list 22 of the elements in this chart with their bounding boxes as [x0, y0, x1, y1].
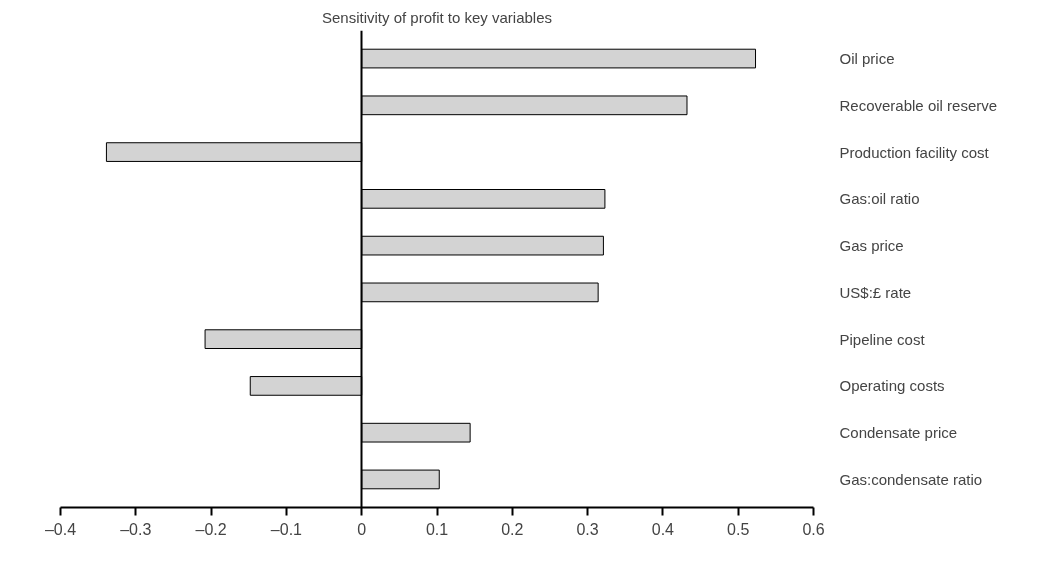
x-tick-label: –0.2 — [195, 520, 227, 538]
x-tick-label: 0 — [357, 520, 367, 538]
x-tick-label: 0.4 — [651, 520, 675, 538]
x-tick-label: 0.1 — [425, 520, 449, 538]
x-tick-label: 0.6 — [802, 520, 825, 538]
x-tick-label: 0.5 — [727, 520, 750, 538]
y-tick-label: Condensate price — [839, 424, 958, 442]
y-tick-label: Gas:condensate ratio — [839, 470, 983, 488]
x-tick-label: 0.3 — [576, 520, 599, 538]
y-tick-label: Oil price — [839, 50, 895, 68]
y-tick-label: Recoverable oil reserve — [839, 96, 998, 114]
y-tick-label: Production facility cost — [839, 143, 990, 161]
y-tick-label: US$:£ rate — [839, 283, 912, 301]
y-tick-label: Gas:oil ratio — [839, 190, 920, 208]
x-tick-label: 0.2 — [501, 520, 524, 538]
y-tick-label: Pipeline cost — [839, 330, 926, 348]
x-tick-label: –0.1 — [270, 520, 303, 538]
y-tick-label: Gas price — [839, 237, 904, 255]
chart-title: Sensitivity of profit to key variables — [321, 8, 553, 26]
x-tick-label: –0.4 — [44, 520, 77, 538]
y-tick-label: Operating costs — [839, 377, 945, 395]
x-tick-label: –0.3 — [120, 520, 152, 538]
